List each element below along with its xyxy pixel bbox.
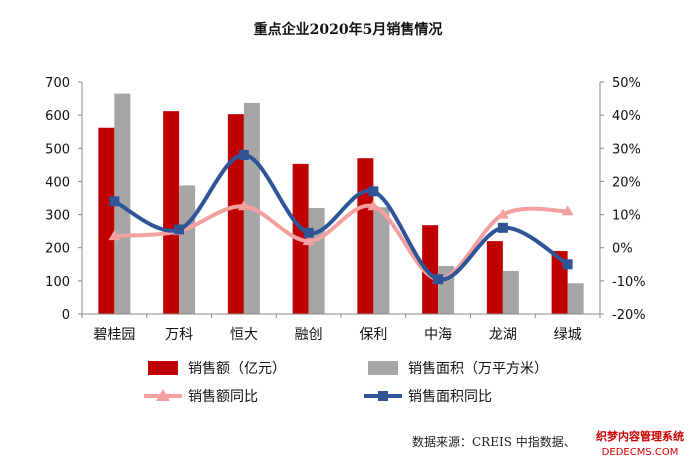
left-tick-label: 700 <box>45 76 70 91</box>
right-tick-label: 30% <box>612 142 641 157</box>
category-label: 龙湖 <box>489 327 517 343</box>
category-label: 融创 <box>295 327 323 343</box>
category-label: 碧桂园 <box>93 327 135 343</box>
plot-area <box>98 93 584 314</box>
legend-sales-area-yoy-label: 销售面积同比 <box>408 389 492 405</box>
point-sales-amount-yoy <box>302 235 315 246</box>
legend-sales-area-swatch <box>368 361 398 375</box>
right-tick-label: 40% <box>612 109 641 124</box>
bar-sales-amount <box>486 241 503 314</box>
bar-sales-amount <box>357 158 374 314</box>
source-note: 数据来源：CREIS 中指数据、 <box>412 434 576 449</box>
left-tick-label: 600 <box>45 109 70 124</box>
bar-sales-area <box>179 185 196 314</box>
axes: 0 100 200 300 400 500 600 700 -20% -10% 0% 10% 20% 30… <box>45 76 645 343</box>
right-tick-label: 10% <box>612 209 641 224</box>
point-sales-amount-yoy <box>237 200 250 211</box>
bar-sales-area <box>567 283 584 314</box>
category-label: 恒大 <box>230 327 258 343</box>
left-tick-label: 400 <box>45 175 70 190</box>
point-sales-amount-yoy <box>561 205 574 216</box>
point-sales-area-yoy <box>368 186 379 197</box>
point-sales-area-yoy <box>238 149 249 160</box>
point-sales-amount-yoy <box>108 230 121 241</box>
point-sales-area-yoy <box>433 274 444 285</box>
line-sales-area-yoy <box>113 152 569 282</box>
watermark: 织梦内容管理系统 DEDECMS.COM <box>586 424 694 461</box>
point-sales-area-yoy <box>109 196 120 207</box>
point-sales-area-yoy <box>303 227 314 238</box>
bar-sales-area <box>114 93 131 314</box>
point-sales-amount-yoy <box>367 200 380 211</box>
bar-sales-amount <box>163 111 180 314</box>
legend-sales-area-yoy-marker <box>378 391 388 401</box>
line-sales-amount-yoy <box>114 203 568 282</box>
right-tick-label: 20% <box>612 175 641 190</box>
category-label: 绿城 <box>554 327 582 343</box>
right-tick-label: -10% <box>612 275 646 290</box>
bar-sales-amount <box>98 127 115 314</box>
point-sales-amount-yoy <box>496 208 509 219</box>
legend: 销售额（亿元） 销售面积（万平方米） 销售额同比 销售面积同比 <box>144 361 548 405</box>
legend-sales-area-label: 销售面积（万平方米） <box>408 361 548 377</box>
bar-sales-area <box>502 270 519 314</box>
watermark-line1: 织梦内容管理系统 <box>596 429 684 443</box>
left-tick-label: 0 <box>62 308 70 323</box>
bar-sales-amount <box>227 114 244 314</box>
right-tick-label: 0% <box>612 242 633 257</box>
left-tick-label: 300 <box>45 209 70 224</box>
bar-sales-amount <box>422 225 439 314</box>
right-tick-label: -20% <box>612 308 646 323</box>
point-sales-area-yoy <box>562 259 573 270</box>
bar-sales-area <box>308 207 325 314</box>
legend-sales-amount-yoy-marker <box>156 389 170 401</box>
legend-sales-amount-yoy-label: 销售额同比 <box>188 389 258 405</box>
point-sales-area-yoy <box>174 224 185 235</box>
watermark-line2: DEDECMS.COM <box>602 447 679 458</box>
left-tick-label: 200 <box>45 242 70 257</box>
chart-title: 重点企业2020年5月销售情况 <box>254 21 443 38</box>
bar-sales-area <box>373 207 390 314</box>
legend-sales-amount-swatch <box>148 361 178 375</box>
legend-sales-amount-label: 销售额（亿元） <box>188 361 286 377</box>
left-tick-label: 100 <box>45 275 70 290</box>
category-label: 保利 <box>359 327 387 343</box>
category-label: 万科 <box>165 327 193 343</box>
right-tick-label: 50% <box>612 76 641 91</box>
category-label: 中海 <box>424 327 452 343</box>
left-tick-label: 500 <box>45 142 70 157</box>
point-sales-area-yoy <box>497 222 508 233</box>
